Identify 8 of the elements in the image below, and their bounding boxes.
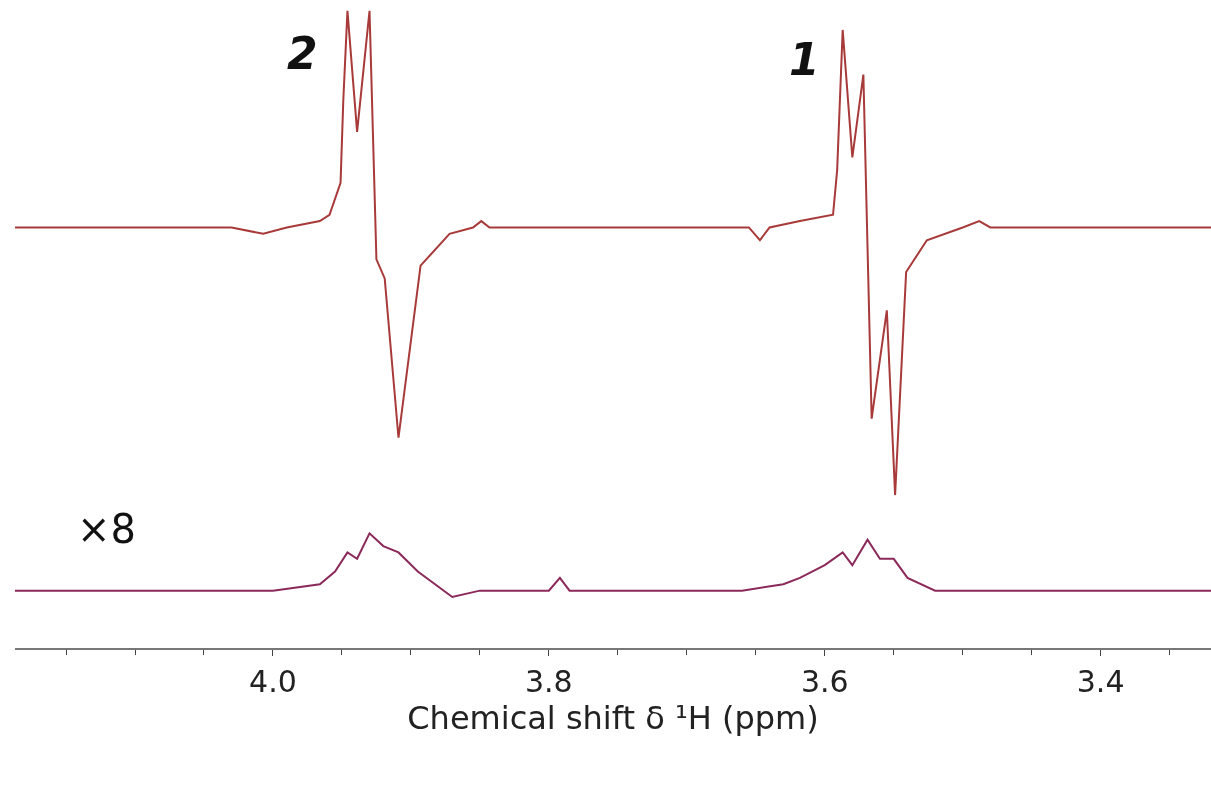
x-tick-label: 3.4	[1076, 664, 1125, 699]
annotation: ×8	[77, 506, 136, 552]
annotation: 1	[789, 34, 820, 85]
x-tick-label: 4.0	[249, 664, 297, 699]
annotation: 2	[287, 28, 318, 79]
x-axis-title: Chemical shift δ ¹H (ppm)	[407, 699, 819, 737]
x-tick-label: 3.6	[800, 664, 849, 699]
x-tick-label: 3.8	[524, 664, 573, 699]
